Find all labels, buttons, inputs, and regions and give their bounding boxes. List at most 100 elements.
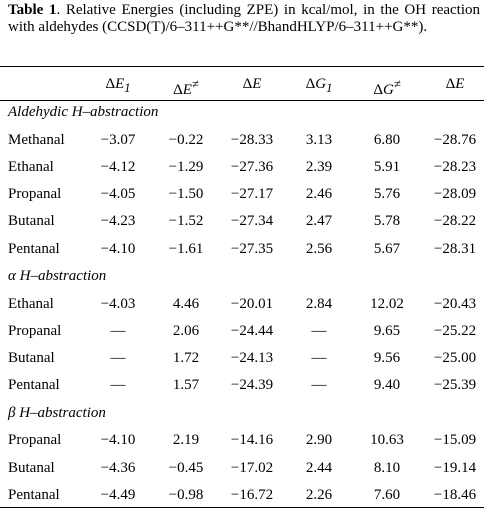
row-label: Butanal — [8, 459, 55, 476]
cell-value: −25.39 — [433, 377, 477, 394]
cell-value: 2.56 — [305, 240, 333, 257]
column-header: ΔE≠ — [173, 75, 199, 99]
cell-value: 9.56 — [373, 350, 401, 367]
caption-text: . Relative Energies (including ZPE) in k… — [8, 2, 481, 35]
header-superscript: ≠ — [393, 77, 401, 91]
cell-value: −4.36 — [100, 459, 136, 476]
cell-value: 3.13 — [305, 131, 333, 148]
cell-value: 7.60 — [373, 486, 401, 503]
cell-value: −24.44 — [230, 322, 274, 339]
header-variable: E≠ — [182, 77, 199, 98]
cell-value: −25.00 — [433, 350, 477, 367]
cell-value: −20.01 — [230, 295, 274, 312]
cell-value: −27.17 — [230, 186, 274, 203]
cell-value: −28.23 — [433, 158, 477, 175]
row-label: Propanal — [8, 322, 62, 339]
cell-value: −4.23 — [100, 213, 136, 230]
header-variable: E — [252, 76, 262, 92]
rule — [0, 507, 484, 508]
header-delta: Δ — [105, 76, 116, 92]
row-label: Pentanal — [8, 240, 60, 257]
cell-value: −28.33 — [230, 131, 274, 148]
rule — [0, 66, 484, 67]
cell-value: — — [311, 350, 327, 367]
cell-value: 5.91 — [373, 158, 401, 175]
cell-value: — — [110, 377, 126, 394]
column-header: ΔG1 — [306, 75, 333, 97]
header-delta: Δ — [373, 82, 383, 98]
header-subscript: 1 — [124, 81, 131, 95]
cell-value: −24.13 — [230, 350, 274, 367]
header-delta: Δ — [305, 76, 316, 92]
cell-value: −0.45 — [168, 459, 204, 476]
cell-value: −1.61 — [168, 240, 204, 257]
cell-value: 2.39 — [305, 158, 333, 175]
cell-value: — — [110, 350, 126, 367]
cell-value: 5.67 — [373, 240, 401, 257]
cell-value: −28.22 — [433, 213, 477, 230]
row-label: Pentanal — [8, 377, 60, 394]
cell-value: 2.19 — [172, 432, 200, 449]
cell-value: −4.10 — [100, 240, 136, 257]
column-header: ΔE1 — [105, 75, 130, 97]
caption: Table 1. Relative Energies (including ZP… — [8, 2, 480, 36]
cell-value: 2.26 — [305, 486, 333, 503]
cell-value: −1.50 — [168, 186, 204, 203]
cell-value: −20.43 — [433, 295, 477, 312]
cell-value: −25.22 — [433, 322, 477, 339]
row-label: Methanal — [8, 131, 65, 148]
cell-value: 10.63 — [370, 432, 404, 449]
cell-value: −15.09 — [433, 432, 477, 449]
row-label: Propanal — [8, 186, 62, 203]
header-delta: Δ — [445, 76, 456, 92]
cell-value: 12.02 — [370, 295, 404, 312]
cell-value: 2.44 — [305, 459, 333, 476]
header-delta: Δ — [173, 82, 183, 98]
cell-value: 6.80 — [373, 131, 401, 148]
cell-value: −27.35 — [230, 240, 274, 257]
section-title: β H–abstraction — [8, 404, 106, 421]
column-header: ΔE — [446, 75, 465, 93]
cell-value: — — [311, 322, 327, 339]
cell-value: −28.09 — [433, 186, 477, 203]
row-label: Ethanal — [8, 295, 54, 312]
cell-value: 2.84 — [305, 295, 333, 312]
cell-value: — — [311, 377, 327, 394]
header-subscript: 1 — [326, 81, 333, 95]
cell-value: 9.65 — [373, 322, 401, 339]
header-delta: Δ — [242, 76, 253, 92]
column-header: ΔE — [243, 75, 262, 93]
section-title: α H–abstraction — [8, 268, 107, 284]
cell-value: 2.06 — [172, 322, 200, 339]
column-header: ΔG≠ — [373, 75, 400, 99]
cell-value: −27.36 — [230, 158, 274, 175]
cell-value: −28.76 — [433, 131, 477, 148]
cell-value: −1.52 — [168, 213, 204, 230]
header-variable: E — [455, 76, 465, 92]
row-label: Butanal — [8, 213, 55, 230]
rule — [0, 100, 484, 101]
row-label: Butanal — [8, 350, 55, 367]
cell-value: 9.40 — [373, 377, 401, 394]
header-variable: E1 — [115, 76, 131, 95]
cell-value: −17.02 — [230, 459, 274, 476]
cell-value: −16.72 — [230, 486, 274, 503]
cell-value: 8.10 — [373, 459, 401, 476]
row-label: Ethanal — [8, 158, 54, 175]
cell-value: 4.46 — [172, 295, 200, 312]
cell-value: −27.34 — [230, 213, 274, 230]
cell-value: 5.76 — [373, 186, 401, 203]
cell-value: 2.90 — [305, 432, 333, 449]
cell-value: — — [110, 322, 126, 339]
cell-value: −0.98 — [168, 486, 204, 503]
cell-value: −18.46 — [433, 486, 477, 503]
section-title: Aldehydic H–abstraction — [8, 104, 159, 120]
row-label: Pentanal — [8, 486, 60, 503]
cell-value: 2.46 — [305, 186, 333, 203]
cell-value: −14.16 — [230, 432, 274, 449]
caption-label: Table 1 — [8, 2, 57, 18]
cell-value: −4.49 — [100, 486, 136, 503]
row-label: Propanal — [8, 432, 62, 449]
cell-value: −4.10 — [100, 432, 136, 449]
